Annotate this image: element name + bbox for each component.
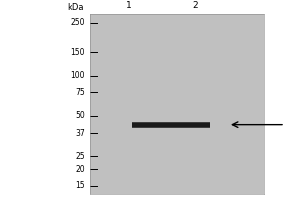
Text: 100: 100: [70, 71, 85, 80]
Text: 15: 15: [75, 181, 85, 190]
Text: 37: 37: [75, 129, 85, 138]
Text: 75: 75: [75, 88, 85, 97]
Text: 50: 50: [75, 111, 85, 120]
Text: kDa: kDa: [68, 3, 84, 12]
Text: 250: 250: [70, 18, 85, 27]
Text: 150: 150: [70, 48, 85, 57]
Text: 25: 25: [75, 152, 85, 161]
Text: 1: 1: [126, 1, 132, 10]
Text: 2: 2: [192, 1, 198, 10]
Text: 20: 20: [75, 165, 85, 174]
